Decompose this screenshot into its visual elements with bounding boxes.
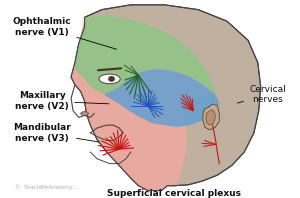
Text: Ophthalmic
nerve (V1): Ophthalmic nerve (V1) — [13, 17, 116, 49]
Text: Cervical
nerves: Cervical nerves — [237, 85, 286, 104]
Text: Maxillary
nerve (V2): Maxillary nerve (V2) — [15, 91, 109, 111]
Text: ©  TeachMeAnatomy...: © TeachMeAnatomy... — [15, 185, 78, 190]
Polygon shape — [71, 15, 218, 190]
Ellipse shape — [81, 112, 88, 115]
Polygon shape — [206, 110, 215, 125]
Text: Mandibular
nerve (V3): Mandibular nerve (V3) — [13, 123, 99, 143]
Polygon shape — [104, 69, 219, 127]
Text: Superficial cervical plexus: Superficial cervical plexus — [107, 186, 241, 198]
Ellipse shape — [108, 76, 115, 82]
Ellipse shape — [99, 74, 120, 84]
Polygon shape — [71, 5, 261, 190]
Polygon shape — [203, 104, 219, 130]
Polygon shape — [75, 15, 218, 96]
